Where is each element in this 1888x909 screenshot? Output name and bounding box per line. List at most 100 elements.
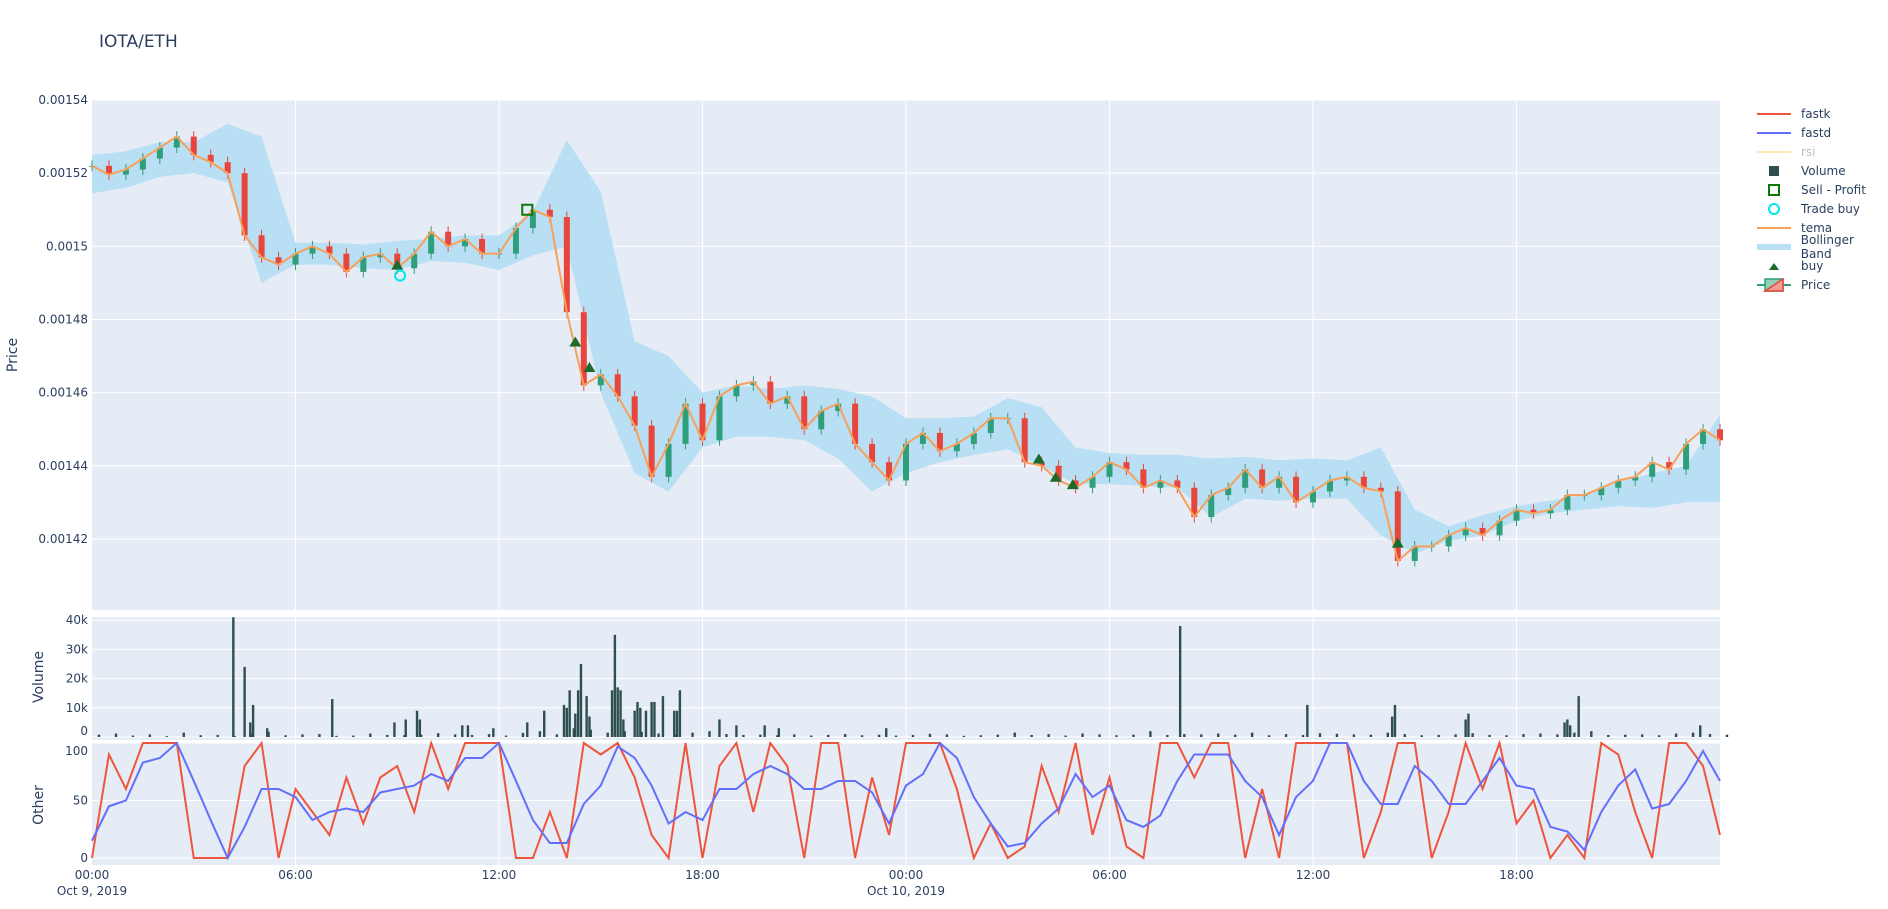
price-candle bbox=[1496, 515, 1503, 541]
volume-bar bbox=[576, 690, 580, 737]
volume-bar bbox=[1607, 734, 1610, 737]
legend-item-sell-profit[interactable]: Sell - Profit bbox=[1755, 180, 1888, 199]
legend-item-buy[interactable]: buy bbox=[1755, 256, 1888, 275]
candle-body bbox=[139, 158, 146, 170]
price-candle bbox=[1360, 471, 1367, 494]
volume-bar bbox=[810, 735, 813, 737]
legend-label: Volume bbox=[1801, 163, 1846, 178]
price-candle bbox=[1157, 474, 1164, 494]
volume-bar bbox=[1577, 696, 1580, 737]
candle-body bbox=[1259, 469, 1266, 488]
volume-bar bbox=[568, 690, 571, 737]
volume-bar bbox=[470, 734, 474, 737]
volume-bar bbox=[415, 710, 419, 737]
price-tick-label: 0.00144 bbox=[38, 459, 88, 473]
line-icon bbox=[1757, 131, 1791, 134]
price-tick-label: 0.00146 bbox=[38, 386, 88, 400]
volume-bar bbox=[1233, 734, 1237, 737]
volume-bar bbox=[1573, 732, 1576, 737]
volume-bar bbox=[318, 734, 321, 737]
price-candle bbox=[1632, 471, 1639, 486]
candle-body bbox=[835, 403, 842, 411]
volume-bar bbox=[1464, 719, 1467, 737]
volume-bar bbox=[1064, 735, 1067, 737]
candle-body bbox=[1513, 509, 1520, 521]
volume-bar bbox=[633, 710, 636, 737]
legend-item-fastk[interactable]: fastk bbox=[1755, 104, 1888, 123]
volume-bar bbox=[1115, 735, 1118, 737]
candle-body bbox=[428, 231, 435, 254]
candle-body bbox=[970, 432, 977, 444]
volume-bar bbox=[453, 734, 457, 737]
candle-body bbox=[1174, 480, 1181, 488]
price-axis-title: Price bbox=[5, 338, 21, 372]
volume-bar bbox=[1200, 734, 1203, 737]
x-tick-label: 12:00 bbox=[482, 868, 517, 882]
volume-bar bbox=[1563, 722, 1566, 737]
volume-bar bbox=[616, 687, 619, 737]
legend-item-rsi[interactable]: rsi bbox=[1755, 142, 1888, 161]
candle-body bbox=[648, 425, 655, 477]
volume-bar bbox=[393, 722, 396, 737]
volume-bar bbox=[250, 733, 253, 737]
volume-bar bbox=[675, 710, 679, 737]
volume-bar bbox=[691, 732, 694, 737]
volume-bar bbox=[386, 734, 389, 737]
candle-body bbox=[750, 381, 757, 386]
buy-marker bbox=[1049, 471, 1062, 482]
legend-item-bollinger-band[interactable]: Bollinger Band bbox=[1755, 233, 1888, 261]
candle-body bbox=[1496, 520, 1503, 536]
volume-bar bbox=[1467, 713, 1470, 737]
volume-bar bbox=[579, 664, 583, 737]
volume-bar bbox=[996, 734, 999, 737]
volume-bar bbox=[622, 719, 625, 737]
candle-body bbox=[292, 253, 299, 265]
legend-label: Sell - Profit bbox=[1801, 182, 1866, 197]
volume-bar bbox=[419, 734, 423, 737]
legend-label: Bollinger Band bbox=[1800, 232, 1854, 261]
sell-profit-marker bbox=[521, 203, 534, 216]
volume-bar bbox=[466, 725, 470, 737]
price-candle bbox=[105, 160, 112, 181]
x-tick-label: 00:00 bbox=[75, 868, 110, 882]
volume-bar bbox=[1624, 734, 1627, 737]
volume-tick-label: 40k bbox=[66, 613, 88, 627]
candle-body bbox=[1242, 469, 1249, 488]
candle-body bbox=[919, 432, 926, 444]
buy-marker bbox=[569, 336, 582, 347]
open-circle-icon bbox=[1768, 202, 1780, 215]
candle-body bbox=[665, 443, 672, 477]
volume-bar bbox=[131, 735, 135, 737]
price-candle bbox=[1123, 456, 1130, 475]
volume-bar bbox=[1301, 734, 1305, 737]
volume-bar bbox=[1267, 735, 1271, 737]
legend-item-trade-buy[interactable]: Trade buy bbox=[1755, 199, 1888, 218]
volume-bar bbox=[1030, 734, 1033, 737]
tema-line bbox=[91, 135, 1721, 563]
x-tick-date: Oct 10, 2019 bbox=[867, 884, 945, 898]
volume-tick-label: 20k bbox=[66, 672, 88, 686]
volume-bar bbox=[673, 710, 676, 737]
legend-item-fastd[interactable]: fastd bbox=[1755, 123, 1888, 142]
volume-bar bbox=[216, 734, 219, 737]
price-candle bbox=[1225, 482, 1232, 501]
open-square-icon bbox=[1768, 183, 1780, 196]
price-candle bbox=[835, 398, 842, 417]
candle-body bbox=[173, 136, 180, 148]
legend-item-price[interactable]: Price bbox=[1755, 275, 1888, 294]
volume-bar bbox=[1369, 734, 1373, 737]
volume-bar bbox=[1566, 719, 1569, 737]
legend-item-volume[interactable]: Volume bbox=[1755, 161, 1888, 180]
candle-body bbox=[190, 136, 197, 155]
volume-bar bbox=[718, 719, 721, 737]
volume-bar bbox=[619, 690, 622, 737]
candle-body bbox=[953, 443, 960, 452]
legend-item-tema[interactable]: tema bbox=[1755, 218, 1888, 237]
candle-body bbox=[360, 257, 367, 272]
candle-body bbox=[1123, 462, 1130, 470]
candle-body bbox=[784, 396, 791, 404]
volume-bar bbox=[979, 735, 983, 737]
volume-bar bbox=[97, 734, 101, 737]
candle-body bbox=[1157, 480, 1164, 488]
